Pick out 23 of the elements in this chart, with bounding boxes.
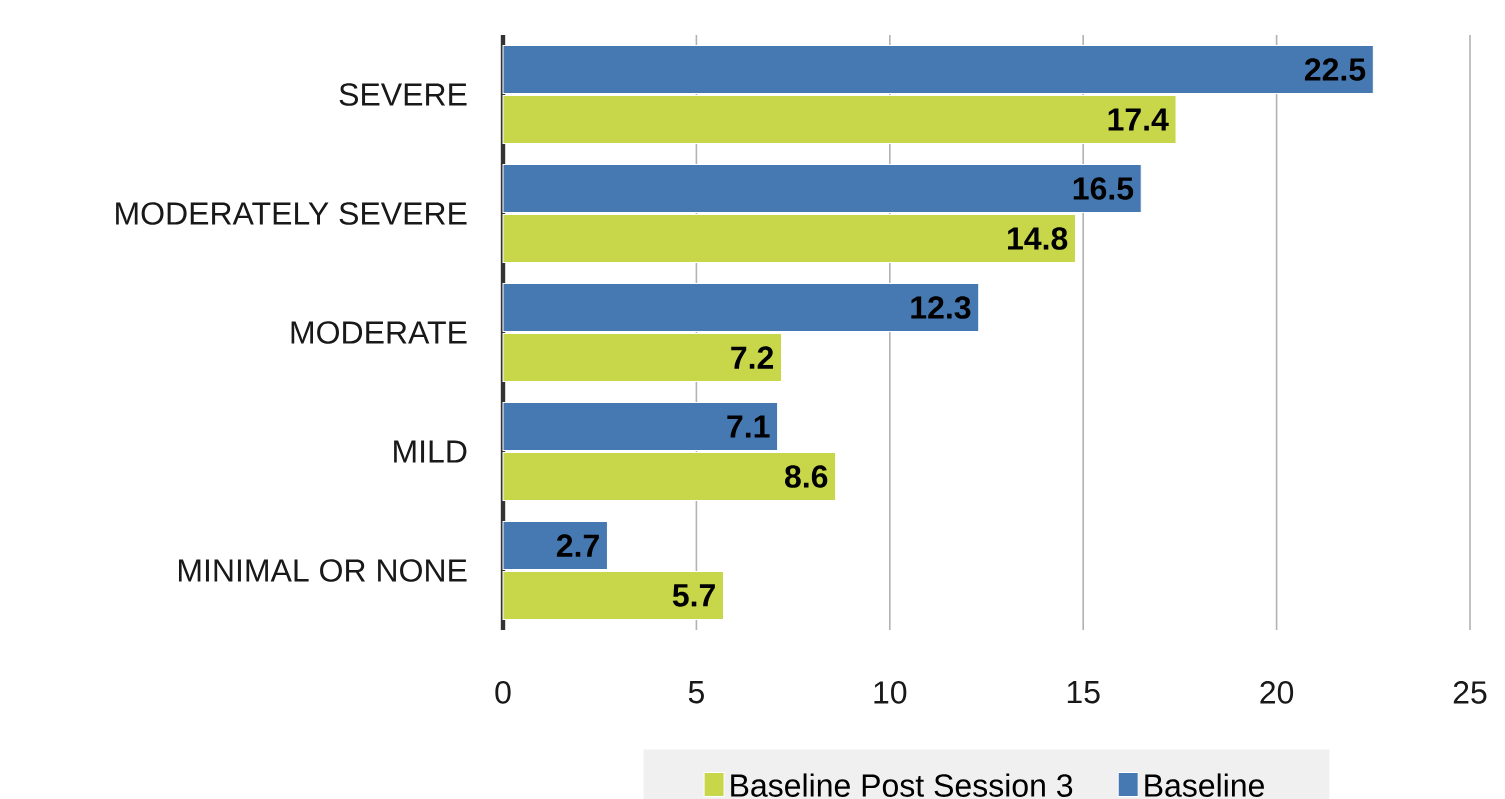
data-label: 7.1 xyxy=(727,415,770,438)
y-tick-label: MODERATE xyxy=(291,321,467,344)
x-tick-label: 20 xyxy=(1260,681,1294,704)
data-label: 2.7 xyxy=(556,534,599,557)
y-tick-label: MILD xyxy=(394,440,467,463)
data-label: 5.7 xyxy=(672,584,715,607)
y-tick-label: MINIMAL OR NONE xyxy=(178,559,467,582)
data-label: 8.6 xyxy=(785,465,828,488)
data-label: 17.4 xyxy=(1108,108,1169,131)
data-label: 7.2 xyxy=(731,346,774,369)
x-tick-label: 5 xyxy=(688,681,704,704)
y-tick-label: MODERATELY SEVERE xyxy=(116,202,467,225)
x-tick-label: 15 xyxy=(1067,681,1100,704)
x-tick-label: 10 xyxy=(874,681,907,704)
data-label: 12.3 xyxy=(911,296,971,319)
x-tick-label: 0 xyxy=(495,681,511,704)
data-label: 16.5 xyxy=(1073,177,1134,200)
legend-label: Baseline Post Session 3 xyxy=(731,773,1073,797)
y-tick-label: SEVERE xyxy=(339,83,467,106)
legend-label: Baseline xyxy=(1145,773,1264,797)
data-label: 22.5 xyxy=(1304,58,1366,81)
data-label: 14.8 xyxy=(1008,227,1068,250)
x-tick-label: 25 xyxy=(1453,681,1487,704)
